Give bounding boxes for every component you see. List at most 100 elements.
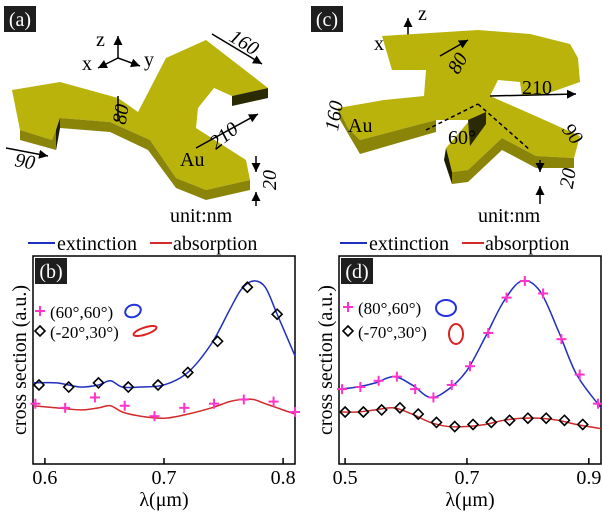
marker-plus xyxy=(149,411,160,422)
marker-diamond xyxy=(540,412,553,425)
panel-a-label: (a) xyxy=(9,9,31,31)
legend-d-entry-1: (80°,60°) xyxy=(358,299,421,318)
dim-a-20: 20 xyxy=(259,170,281,190)
chart-d-legend: (80°,60°) (-70°,30°) xyxy=(341,299,464,345)
marker-plus xyxy=(556,334,567,345)
axis-x-label: x xyxy=(82,53,92,75)
marker-diamond xyxy=(448,420,461,433)
material-c: Au xyxy=(348,115,372,137)
marker-plus xyxy=(446,379,457,390)
marker-diamond xyxy=(503,414,516,427)
legend-marker-plus xyxy=(35,306,45,316)
marker-diamond xyxy=(485,416,498,429)
legend-b-diamond-marker xyxy=(33,324,47,338)
dim-c-20: 20 xyxy=(556,167,581,191)
marker-plus xyxy=(391,371,402,382)
polarization-ellipse-b2 xyxy=(132,325,158,337)
marker-diamond xyxy=(92,376,105,390)
gold-y-structure-c xyxy=(338,30,580,184)
dim-a-80: 80 xyxy=(109,103,134,127)
unit-a: unit:nm xyxy=(170,205,233,227)
legend-marker-plus xyxy=(343,302,353,312)
x-tick-label: 0.7 xyxy=(152,467,177,489)
marker-diamond xyxy=(211,335,224,348)
marker-plus xyxy=(483,327,494,338)
legend-d-plus-marker xyxy=(343,302,353,312)
marker-diamond xyxy=(412,407,425,421)
legend-marker-diamond xyxy=(33,324,47,338)
marker-diamond xyxy=(32,378,46,392)
marker-diamond xyxy=(271,308,284,321)
axis-z-label-c: z xyxy=(418,3,427,25)
marker-plus xyxy=(410,384,421,395)
dim-a-160: 160 xyxy=(225,26,262,61)
chart-b-frame xyxy=(32,255,296,465)
marker-plus xyxy=(465,361,475,372)
marker-plus xyxy=(209,398,220,409)
legend-b-plus-marker xyxy=(35,306,45,316)
chart-d-xlabel: λ(μm) xyxy=(445,489,494,511)
legend-d-entry-2: (-70°,30°) xyxy=(358,323,427,342)
legend-marker-diamond xyxy=(341,324,355,338)
panel-c-structure: (c) z x y 80 210 160 90 20 60° Au unit:n… xyxy=(311,3,587,227)
chart-d-ylabel: cross section (a.u.) xyxy=(315,285,337,435)
chart-b-legend: (60°,60°) (-20°,30°) xyxy=(33,303,158,342)
x-tick-label: 0.6 xyxy=(32,467,57,489)
marker-diamond xyxy=(151,378,165,392)
marker-plus xyxy=(290,407,300,417)
dim-a-90: 90 xyxy=(13,149,37,174)
chart-b-ticks: 0.6 0.7 0.8 xyxy=(32,458,296,489)
marker-plus xyxy=(574,369,585,380)
panel-b-label-box xyxy=(35,258,67,284)
polarization-ellipse-d1 xyxy=(435,299,457,317)
panel-c-label-box xyxy=(311,6,343,32)
legend-right: extinction absorption xyxy=(340,233,569,255)
panel-a-label-box xyxy=(4,6,36,32)
unit-c: unit:nm xyxy=(478,205,541,227)
polarization-ellipse-d2 xyxy=(448,323,464,345)
angle-c: 60° xyxy=(448,127,476,149)
legend-d-diamond-marker xyxy=(341,324,355,338)
series-absorption xyxy=(32,398,296,420)
axis-z-label: z xyxy=(96,29,105,51)
marker-plus xyxy=(428,392,439,403)
legend-absorption-label: absorption xyxy=(173,233,257,255)
marker-diamond xyxy=(375,403,388,417)
x-tick-label: 0.7 xyxy=(454,467,479,489)
legend-b-entry-1: (60°,60°) xyxy=(50,303,113,322)
chart-b-xlabel: λ(μm) xyxy=(139,489,188,511)
chart-d: (d) 0.5 0.7 0.9 λ(μm) cross section (a.u.)… xyxy=(315,255,602,511)
x-tick-label: 0.9 xyxy=(576,467,601,489)
marker-diamond xyxy=(430,416,443,429)
marker-plus xyxy=(89,392,100,403)
marker-diamond xyxy=(558,414,571,427)
marker-diamond xyxy=(393,401,407,414)
marker-plus xyxy=(373,375,384,386)
gold-y-structure-a xyxy=(12,40,268,200)
panel-b-label: (b) xyxy=(39,261,62,283)
marker-diamond xyxy=(62,380,75,394)
series-absorption xyxy=(338,406,602,430)
panel-d-label: (d) xyxy=(345,261,368,283)
marker-plus xyxy=(355,382,366,393)
chart-b: (b) 0.6 0.7 0.8 λ(μm) cross section (a.u.)… xyxy=(9,255,300,511)
marker-plus xyxy=(519,275,530,286)
marker-diamond xyxy=(181,366,194,379)
material-a: Au xyxy=(180,149,204,171)
x-tick-label: 0.8 xyxy=(271,467,296,489)
chart-b-plot xyxy=(30,280,300,422)
dim-c-160: 160 xyxy=(321,99,348,132)
marker-plus xyxy=(501,292,512,303)
marker-plus xyxy=(538,288,549,299)
marker-plus xyxy=(30,398,41,409)
legend-extinction-label: extinction xyxy=(57,233,137,255)
legend-extinction-label-right: extinction xyxy=(369,233,449,255)
chart-d-ticks: 0.5 0.7 0.9 xyxy=(333,458,601,489)
axis-y-label: y xyxy=(144,49,154,71)
panel-a-structure: (a) z x y 160 80 210 90 Au 20 unit:nm xyxy=(4,6,281,227)
legend-absorption-label-right: absorption xyxy=(485,233,569,255)
marker-diamond xyxy=(338,405,352,419)
polarization-ellipse-b1 xyxy=(124,303,142,319)
chart-d-plot xyxy=(337,275,602,433)
